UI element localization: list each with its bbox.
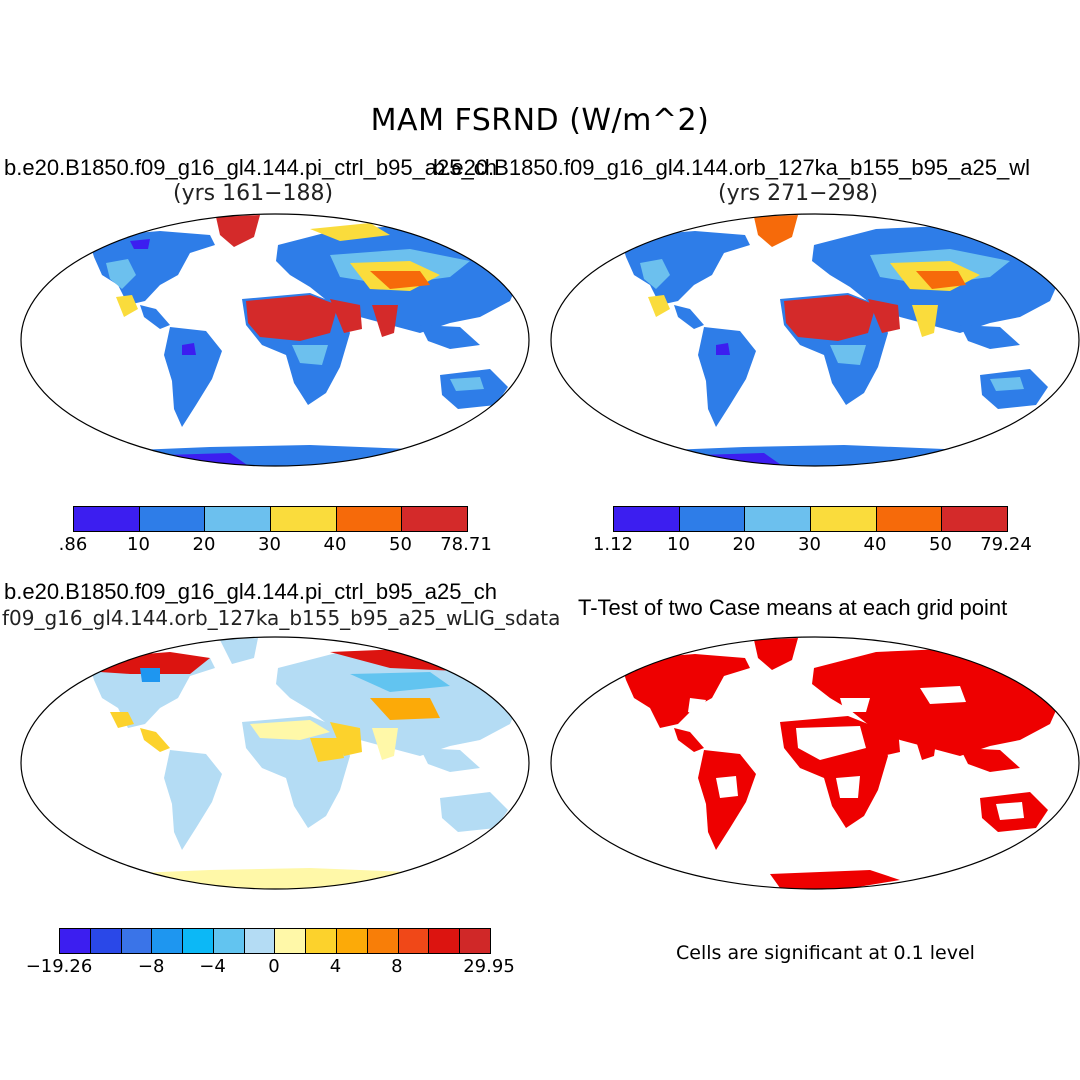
diff-swatch [398,929,430,953]
diff-swatch [306,929,338,953]
top_right-tick-label: 30 [798,534,821,555]
top_left-tick-label: 40 [323,534,347,555]
top_right-swatch [942,507,1008,531]
top-right-years: (yrs 271−298) [718,181,879,206]
top-right-map-frame [550,213,1080,467]
top_left-tick-label: 50 [389,534,412,555]
diff-swatch [183,929,214,953]
ttest-title: T-Test of two Case means at each grid po… [578,595,1008,620]
top-left-map [20,213,530,467]
top_right-swatch [679,507,746,531]
diff-swatch [152,929,184,953]
diff-swatch [213,929,245,953]
top-right-map [550,213,1080,467]
top_left-tick-label: 78.71 [440,534,492,555]
top_left-tick-label: 20 [192,534,216,555]
diff-tick-label: 4 [329,956,342,977]
top_right-tick-label: 1.12 [592,534,634,555]
diff-map-fields [50,638,526,889]
top-right-map-fields [584,215,1066,466]
bottom-left-case-title: b.e20.B1850.f09_g16_gl4.144.pi_ctrl_b95_… [4,579,497,604]
ttest-map-fields [620,638,1066,889]
top_right-tick-label: 40 [863,534,887,555]
top-right-colorbar [613,506,1008,532]
diff-map-frame [20,636,530,890]
ttest-map [550,636,1080,890]
top_right-tick-label: 50 [929,534,952,555]
diff-swatch [60,929,91,953]
top_left-tick-label: 30 [258,534,281,555]
top-left-case-title: b.e20.B1850.f09_g16_gl4.144.pi_ctrl_b95_… [4,155,497,180]
top_left-tick-label: .86 [58,534,88,555]
diff-tick-label: 29.95 [463,956,515,977]
top_right-tick-label: 20 [732,534,756,555]
top_left-tick-label: 10 [127,534,150,555]
top_left-swatch [402,507,468,531]
top_left-swatch [271,507,337,531]
diff-tick-label: 0 [268,956,280,977]
diff-swatch [275,929,307,953]
top-left-map-frame [20,213,530,467]
ttest-map-frame [550,636,1080,890]
diff-swatch [429,929,461,953]
top-left-map-fields [50,215,526,466]
diff-swatch [460,929,490,953]
top-right-case-title: b.e20.B1850.f09_g16_gl4.144.orb_127ka_b1… [433,155,1030,180]
diff-swatch [367,929,399,953]
bottom-left-subtitle: f09_g16_gl4.144.orb_127ka_b155_b95_a25_w… [2,606,561,630]
diff-tick-label: −4 [199,956,226,977]
top_right-swatch [876,507,943,531]
diff-tick-label: −8 [137,956,165,977]
diff-swatch [121,929,153,953]
top-left-colorbar [73,506,468,532]
top_right-swatch [745,507,812,531]
diff-map [20,636,530,890]
main-title: MAM FSRND (W/m^2) [370,103,710,138]
top_left-swatch [205,507,272,531]
diff-swatch [90,929,122,953]
top_right-tick-label: 79.24 [980,534,1032,555]
top-left-years: (yrs 161−188) [173,181,334,206]
diff-colorbar [59,928,491,954]
diff-tick-label: 8 [391,956,403,977]
significance-note: Cells are significant at 0.1 level [676,942,975,964]
top_right-swatch [811,507,877,531]
top_right-swatch [614,507,680,531]
top_left-swatch [139,507,206,531]
diff-tick-label: −19.26 [25,956,93,977]
top_left-swatch [336,507,403,531]
top_left-swatch [74,507,140,531]
diff-swatch [244,929,276,953]
diff-swatch [337,929,368,953]
top_right-tick-label: 10 [667,534,690,555]
